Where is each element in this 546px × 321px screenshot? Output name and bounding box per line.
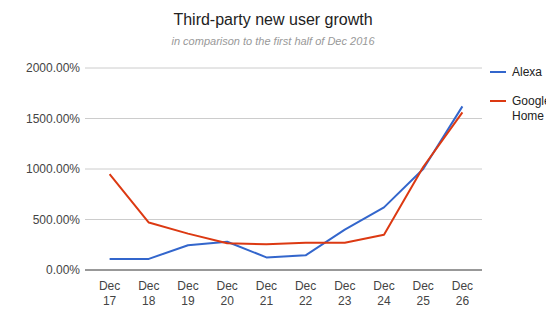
legend-label: GoogleHome <box>512 94 546 123</box>
x-tick-label: Dec21 <box>256 279 277 308</box>
plot-area <box>110 106 463 259</box>
x-tick-label: Dec19 <box>177 279 198 308</box>
series-line <box>110 106 463 259</box>
chart-svg: Third-party new user growth in comparison… <box>0 0 546 321</box>
x-tick-label: Dec20 <box>217 279 238 308</box>
x-tick-label: Dec23 <box>334 279 355 308</box>
legend-label: Alexa <box>512 65 542 79</box>
grid-line <box>85 68 482 69</box>
x-tick-label: Dec18 <box>138 279 159 308</box>
grid-line <box>85 118 482 119</box>
x-tick-label: Dec17 <box>99 279 120 308</box>
legend-swatch <box>490 71 506 73</box>
x-tick-label: Dec26 <box>452 279 473 308</box>
y-tick-label: 1500.00% <box>26 112 80 126</box>
y-tick-label: 500.00% <box>33 213 81 227</box>
grid-line <box>85 270 482 271</box>
chart-container: Third-party new user growth in comparison… <box>0 0 546 321</box>
chart-title: Third-party new user growth <box>173 11 372 28</box>
chart-subtitle: in comparison to the first half of Dec 2… <box>172 35 376 47</box>
x-tick-label: Dec22 <box>295 279 316 308</box>
y-tick-label: 1000.00% <box>26 162 80 176</box>
x-tick-label: Dec24 <box>373 279 394 308</box>
grid-line <box>85 219 482 220</box>
y-tick-label: 2000.00% <box>26 61 80 75</box>
series-line <box>110 112 463 244</box>
y-tick-label: 0.00% <box>46 263 80 277</box>
legend-swatch <box>490 100 506 102</box>
x-tick-label: Dec25 <box>413 279 434 308</box>
